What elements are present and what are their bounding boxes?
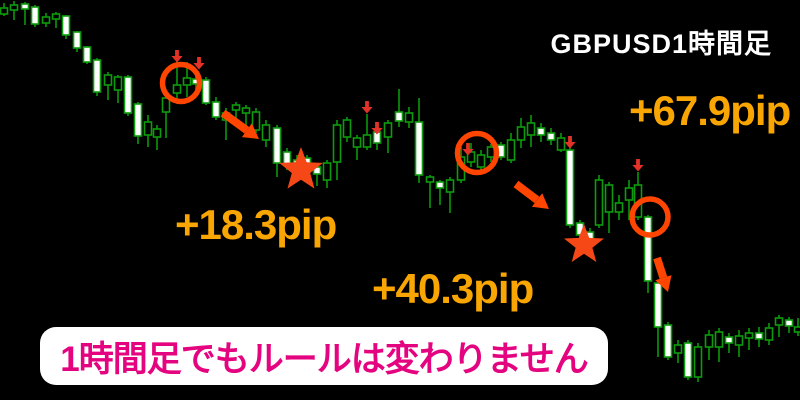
candle-body: [152, 128, 162, 138]
candle-body: [445, 179, 455, 193]
trend-arrow-icon: [513, 180, 540, 204]
sell-signal-arrow-icon: [564, 136, 576, 149]
candle-body: [133, 103, 143, 137]
sell-signal-arrow-icon: [193, 57, 205, 70]
candle-body: [322, 162, 332, 181]
sell-signal-arrow-icon: [462, 143, 474, 156]
candle-body: [556, 137, 566, 151]
candle-body: [546, 132, 556, 141]
sell-signal-arrow-icon: [361, 101, 373, 114]
chart-title: GBPUSD1時間足: [550, 29, 772, 59]
candle-body: [643, 216, 653, 282]
candle-body: [724, 336, 734, 344]
candle-body: [506, 139, 516, 161]
candle-body: [435, 181, 445, 189]
caption-banner: 1時間足でもルールは変わりません: [40, 327, 608, 385]
candle-body: [172, 84, 182, 94]
candle-body: [663, 324, 673, 358]
candle-body: [683, 342, 693, 378]
candle-body: [251, 111, 261, 131]
candle-body: [9, 4, 19, 11]
candle-body: [594, 179, 604, 226]
sell-signal-arrow-icon: [371, 122, 383, 135]
candle-body: [614, 202, 624, 213]
candle-body: [784, 319, 794, 327]
candle-body: [182, 77, 192, 86]
candle-body: [793, 326, 800, 333]
highlight-circle-icon: [159, 61, 203, 105]
candle-body: [526, 122, 536, 136]
candle-body: [404, 112, 414, 123]
candle-body: [565, 149, 575, 226]
candle-body: [352, 137, 362, 148]
candle-body: [241, 107, 251, 114]
candle-body: [51, 13, 61, 20]
candle-body: [261, 124, 271, 141]
candle-body: [332, 124, 342, 163]
candle-body: [72, 31, 82, 49]
candle-body: [92, 59, 102, 93]
pip-gain-label-3: +67.9pip: [629, 87, 791, 134]
candle-body: [624, 187, 634, 201]
candle-body: [103, 74, 113, 86]
highlight-circle-icon: [629, 196, 671, 238]
trend-arrow-icon: [220, 109, 250, 134]
candle-body: [734, 335, 744, 346]
candle-body: [123, 76, 133, 114]
sell-signal-arrow-icon: [632, 159, 644, 172]
candle-body: [754, 332, 764, 340]
pip-gain-label-2: +40.3pip: [372, 265, 534, 312]
candle-body: [653, 282, 663, 328]
candle-body: [714, 331, 724, 348]
candle-body: [41, 16, 51, 24]
candle-body: [764, 327, 774, 341]
candle-body: [362, 134, 372, 148]
candle-body: [342, 119, 352, 138]
candle-body: [744, 332, 754, 339]
candle-body: [693, 346, 703, 378]
candle-body: [20, 3, 30, 10]
highlight-circle-icon: [454, 130, 500, 176]
trend-arrowhead-icon: [655, 275, 672, 292]
candle-body: [774, 317, 784, 326]
candle-body: [113, 76, 123, 91]
candle-body: [30, 6, 40, 25]
candle-body: [414, 121, 424, 176]
candle-body: [201, 79, 211, 104]
candle-body: [604, 184, 614, 213]
candle-body: [516, 126, 526, 141]
trend-arrowhead-icon: [531, 193, 549, 209]
entry-star-icon: [564, 224, 604, 262]
candle-body: [231, 104, 241, 111]
candle-body: [211, 101, 221, 118]
candle-body: [61, 15, 71, 36]
candle-body: [536, 127, 546, 136]
pip-gain-label-1: +18.3pip: [175, 201, 337, 248]
caption-text: 1時間足でもルールは変わりません: [60, 339, 588, 379]
candle-body: [476, 154, 486, 168]
candle-body: [383, 122, 393, 138]
candle-body: [272, 127, 282, 164]
candle-body: [704, 334, 714, 348]
trend-arrow-icon: [653, 256, 668, 279]
candle-body: [143, 121, 153, 136]
sell-signal-arrow-icon: [171, 50, 183, 63]
candle-body: [673, 344, 683, 354]
entry-star-icon: [279, 147, 323, 189]
candle-body: [425, 176, 435, 183]
trend-arrowhead-icon: [241, 123, 259, 139]
candle-body: [394, 111, 404, 122]
candle-body: [82, 46, 92, 63]
candle-body: [0, 7, 9, 15]
